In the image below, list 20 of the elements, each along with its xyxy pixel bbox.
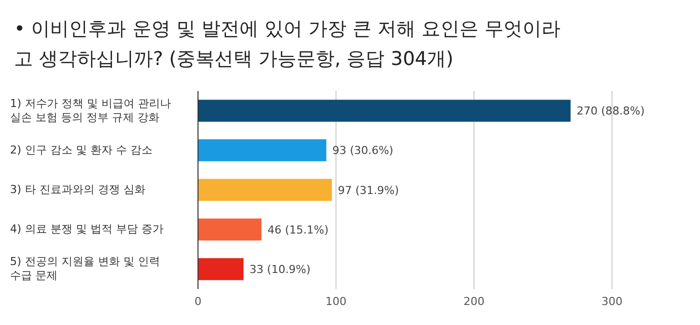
- bar: [198, 258, 244, 280]
- y-tick-label: 4) 의료 분쟁 및 법적 부담 증가: [10, 222, 164, 236]
- x-tick-label: 300: [602, 294, 622, 308]
- bar: [198, 139, 326, 162]
- x-tick-label: 200: [464, 294, 484, 308]
- data-label: 46 (15.1%): [267, 223, 329, 236]
- x-tick-label: 0: [194, 294, 202, 308]
- y-tick-label: 3) 타 진료과와의 경쟁 심화: [10, 183, 146, 196]
- bar: [198, 218, 262, 241]
- y-tick-label: 2) 인구 감소 및 환자 수 감소: [10, 143, 152, 156]
- chart-title: • 이비인후과 운영 및 발전에 있어 가장 큰 저해 요인은 무엇이라고 생각하십니까? (중복선택 가능문항, 응답 304개): [13, 17, 562, 72]
- y-tick-label: 5) 전공의 지원율 변화 및 인력 수급 문제: [10, 255, 160, 282]
- data-label: 270 (88.8%): [576, 104, 645, 118]
- y-tick-label: 1) 저수가 정책 및 비급여 관리나 실손 보험 등의 정부 규제 강화: [10, 96, 171, 124]
- x-tick-label: 100: [326, 294, 346, 308]
- data-label: 93 (30.6%): [332, 144, 394, 158]
- bar: [198, 178, 332, 201]
- data-label: 97 (31.9%): [338, 184, 399, 197]
- bar: [198, 100, 571, 122]
- data-label: 33 (10.9%): [250, 263, 311, 276]
